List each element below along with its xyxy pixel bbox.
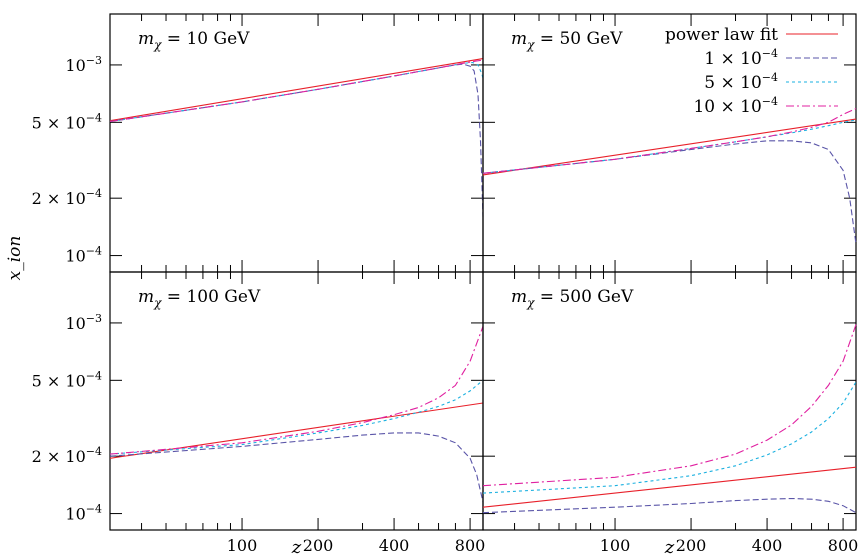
series-s5-line (482, 381, 857, 494)
series-s10-line (109, 59, 484, 123)
x-tick-label: 200 (303, 536, 334, 555)
mass-label: mχ = 100 GeV (138, 287, 261, 310)
y-axis-label: x_ion (5, 236, 25, 281)
series-fit-line (109, 58, 484, 122)
y-tick-label: 10−4 (65, 245, 102, 266)
x-tick-label: 800 (455, 536, 486, 555)
y-tick-label: 10−4 (65, 503, 102, 524)
panel-frame (482, 13, 857, 273)
y-tick-label: 2 × 10−4 (32, 445, 102, 466)
panel-1: 10−4 2 × 10−4 5 × 10−4 10−3 mχ = 10 GeV (32, 13, 484, 273)
x-tick-label: 800 (828, 536, 859, 555)
legend-label-s5: 5 × 10−4 (704, 71, 778, 93)
x-tick-label: 400 (379, 536, 410, 555)
panel-3: 100 200 400 800 10−4 2 × 10−4 5 × 10−4 10−3 mχ =… (32, 271, 486, 557)
panel-frame (109, 13, 484, 273)
mass-label: mχ = 50 GeV (511, 29, 623, 52)
panel-frame (109, 271, 484, 531)
legend-label-s10: 10 × 10−4 (693, 95, 778, 117)
series-fit-line (482, 118, 857, 176)
series-fit-line (482, 466, 857, 508)
series-s5-line (109, 61, 484, 123)
series-s5-line (109, 379, 484, 455)
series-s1-line (482, 140, 857, 245)
series-s10-line (482, 108, 857, 174)
y-tick-label: 5 × 10−4 (32, 369, 102, 390)
panel-2: mχ = 50 GeV (482, 13, 857, 273)
series-s1-line (109, 63, 484, 217)
x-axis-label: z (664, 537, 675, 557)
legend-label-s1: 1 × 10−4 (704, 47, 778, 69)
panel-frame (482, 271, 857, 531)
x-tick-label: 100 (227, 536, 258, 555)
series-s10-line (109, 326, 484, 455)
x-tick-label: 200 (676, 536, 707, 555)
series-s5-line (482, 119, 857, 174)
mass-label: mχ = 10 GeV (138, 29, 250, 52)
x-axis-label: z (291, 537, 302, 557)
series-s10-line (482, 324, 857, 487)
x-tick-label: 100 (600, 536, 631, 555)
y-tick-label: 2 × 10−4 (32, 187, 102, 208)
y-tick-label: 10−3 (65, 312, 102, 333)
mass-label: mχ = 500 GeV (511, 287, 634, 310)
series-s1-line (109, 432, 484, 503)
y-tick-label: 5 × 10−4 (32, 111, 102, 132)
y-tick-label: 10−3 (65, 54, 102, 75)
x-tick-label: 400 (752, 536, 783, 555)
panel-4: 100 200 400 800 mχ = 500 GeV z (482, 271, 859, 557)
legend-label-fit: power law fit (665, 25, 778, 45)
series-s1-line (482, 497, 857, 514)
